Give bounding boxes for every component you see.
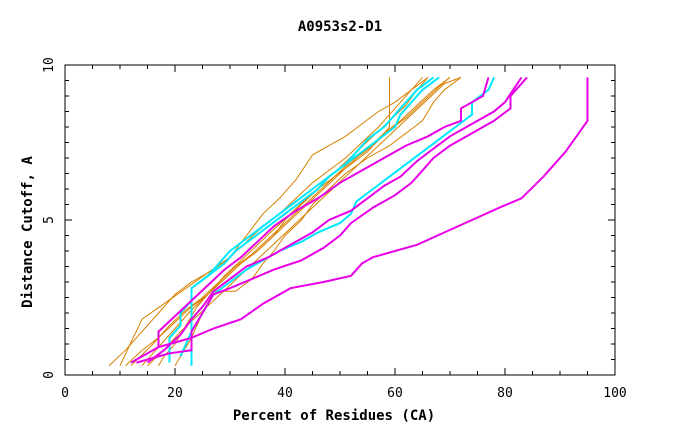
series-line-orange-2: [119, 77, 429, 366]
x-axis-label: Percent of Residues (CA): [233, 408, 435, 424]
series-line-orange-5: [147, 76, 462, 367]
series-line-magenta-2: [136, 76, 528, 364]
series-line-orange-1: [108, 77, 423, 367]
series-line-magenta-3: [146, 76, 523, 364]
x-tick-label: 40: [277, 386, 293, 401]
x-tick-label: 20: [167, 386, 183, 401]
series-line-orange-6: [174, 77, 462, 366]
chart-title: A0953s2-D1: [298, 19, 382, 35]
series-line-cyan-2: [190, 76, 440, 366]
x-tick-label: 0: [61, 386, 69, 401]
series-line-magenta-4: [157, 77, 490, 348]
series-line-magenta-1: [130, 77, 589, 364]
series-line-cyan-3: [179, 76, 495, 357]
ticks-layer: [64, 64, 616, 376]
plot-frame: [64, 64, 616, 376]
series-layer: [108, 76, 589, 367]
y-tick-label: 10: [42, 57, 57, 73]
y-tick-label: 5: [42, 216, 57, 224]
tick-labels-layer: 0 20 40 60 80 100 0 5 10: [42, 57, 627, 401]
x-tick-label: 60: [387, 386, 403, 401]
y-tick-label: 0: [42, 371, 57, 379]
x-tick-label: 100: [603, 386, 626, 401]
x-tick-label: 80: [497, 386, 513, 401]
y-axis-label: Distance Cutoff, A: [20, 156, 36, 308]
series-line-orange-8: [141, 77, 429, 367]
